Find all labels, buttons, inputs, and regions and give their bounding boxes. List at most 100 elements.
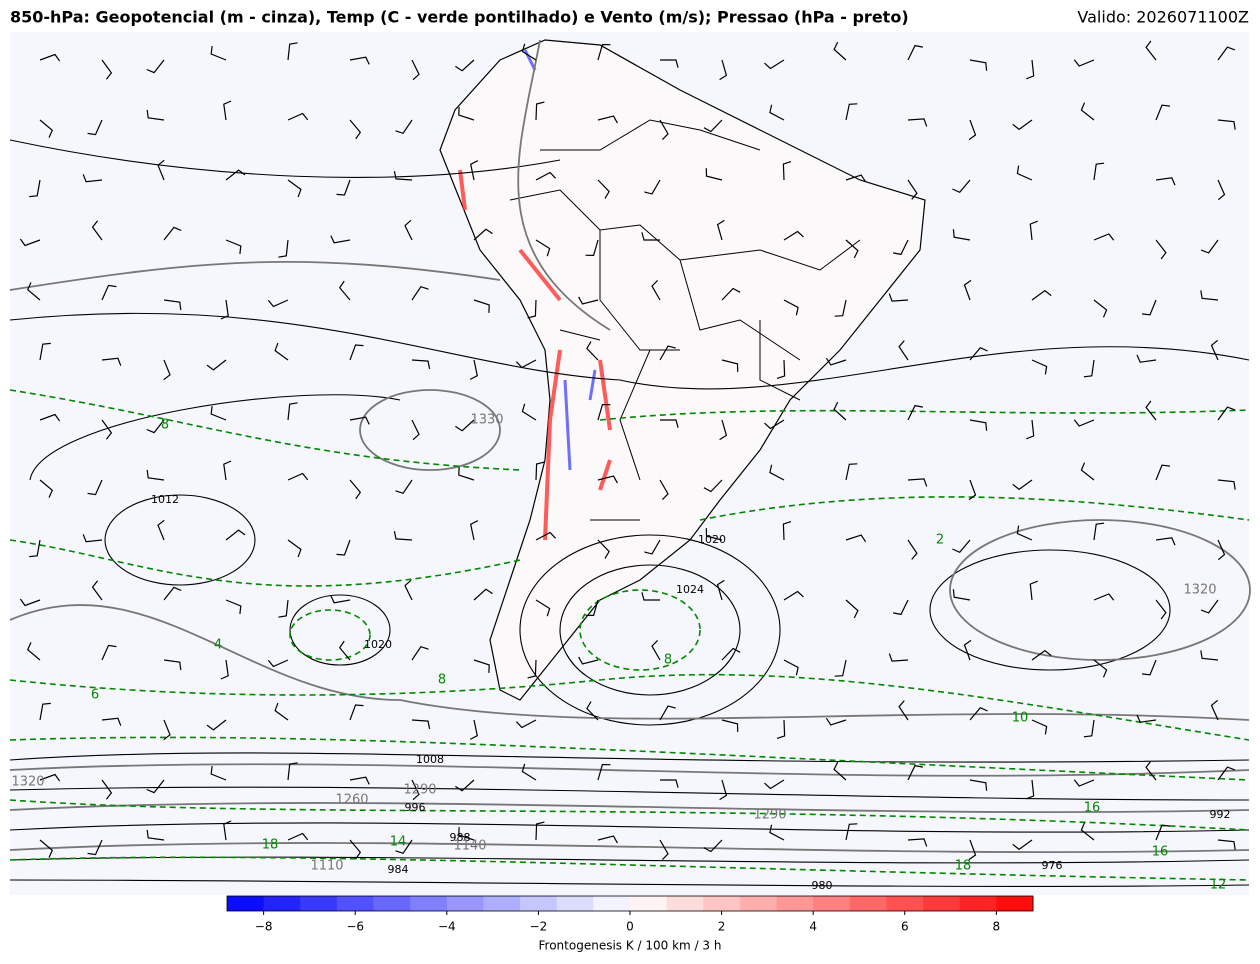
barb [404,579,413,601]
barb [907,179,918,200]
barb [278,599,289,618]
barb [470,520,479,541]
barb [1012,119,1033,131]
barb [411,359,431,370]
barb [597,475,618,484]
barb [39,479,54,498]
barb [833,401,847,421]
barb [1155,599,1167,620]
contour-label: 8 [161,418,169,433]
barb [1155,177,1176,186]
barb [469,359,478,380]
barb [952,229,971,241]
barb [659,839,669,861]
colorbar-segment [300,896,338,911]
barb [721,719,739,732]
colorbar-segment [996,896,1034,911]
barb [703,839,723,853]
colorbar-tick-label: 8 [993,920,1001,934]
colorbar-tick-label: −4 [438,920,456,934]
barb [783,299,799,316]
barb [716,579,725,601]
barb [597,403,611,421]
barb [473,659,490,673]
barb [1080,102,1095,121]
barb [287,472,309,481]
barb [267,659,289,668]
barb [1145,40,1157,61]
barb [833,761,847,781]
barb [515,359,537,369]
barb [907,838,928,847]
barb [1031,289,1052,301]
barb [29,179,41,198]
barb [1200,599,1219,614]
barb [1026,779,1035,800]
barb [969,346,988,361]
barb [597,179,610,199]
contour-label: 4 [214,638,222,653]
contour-label: 1320 [11,775,44,790]
barb [597,43,611,61]
colorbar-tick-label: 0 [626,920,634,934]
barb [521,763,537,781]
barb [521,403,537,421]
colorbar-segment [593,896,631,911]
contour-label: 1330 [470,413,503,428]
barb [1155,239,1167,260]
barb [146,109,165,121]
barb [952,179,971,194]
barb [783,230,804,241]
barb [163,586,182,601]
barb [349,776,370,785]
geopotential [9,39,1251,853]
barb [338,280,351,301]
barb [769,464,785,481]
barb [644,179,661,195]
barb [705,168,723,181]
colorbar-segment [849,896,887,911]
barb [39,413,61,422]
barb [845,103,858,121]
frontogenesis-positive [458,169,612,541]
barb [1210,339,1219,361]
barb [1016,525,1033,541]
colorbar-segment [776,896,814,911]
barb [776,359,786,379]
contour-label: 1024 [676,583,704,596]
barb [157,159,165,181]
barb [223,100,232,121]
barb [1136,354,1157,363]
barb [963,639,972,661]
barb [968,119,977,141]
barb [969,59,988,71]
barb [1073,59,1095,67]
barb [1136,714,1157,723]
barb [455,419,475,432]
barb [764,59,785,70]
barb [719,59,728,81]
barb [349,56,370,65]
contour-label: 1140 [453,839,486,854]
barb [527,659,537,679]
colorbar-segment [227,896,265,911]
barb [101,357,122,366]
barb [825,717,847,726]
contour-label: 1110 [310,859,343,874]
barb [411,59,420,81]
barb [39,53,61,62]
barb [644,539,661,555]
barb [455,59,475,72]
barb [349,839,362,860]
barb [210,406,227,421]
barb [641,592,660,601]
barb [764,419,785,430]
barb [1031,359,1048,375]
barb [287,112,309,121]
barb [834,299,847,317]
barb [535,821,545,841]
barb [404,219,413,241]
barb [146,419,165,434]
barb [1155,824,1170,841]
isobars [9,139,1250,887]
